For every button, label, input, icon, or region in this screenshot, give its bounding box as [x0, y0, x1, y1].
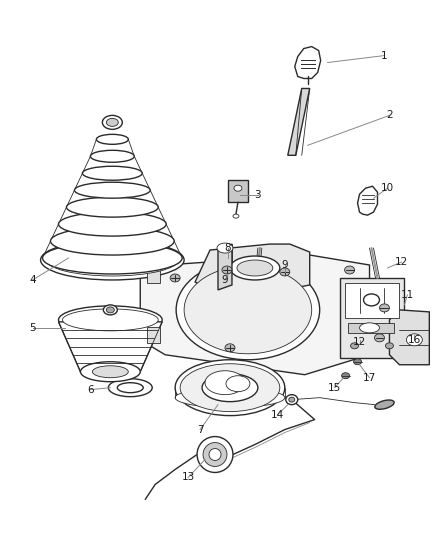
Text: 6: 6 — [87, 385, 94, 394]
Text: 11: 11 — [401, 290, 414, 300]
Text: 15: 15 — [328, 383, 341, 393]
Ellipse shape — [117, 383, 143, 393]
Ellipse shape — [108, 379, 152, 397]
Ellipse shape — [364, 294, 379, 306]
Ellipse shape — [406, 334, 422, 346]
Ellipse shape — [74, 182, 150, 198]
Polygon shape — [345, 283, 399, 318]
Polygon shape — [147, 267, 160, 283]
Polygon shape — [218, 244, 232, 290]
Text: 8: 8 — [225, 243, 231, 253]
Ellipse shape — [286, 394, 298, 405]
Ellipse shape — [385, 343, 393, 349]
Text: 7: 7 — [197, 425, 203, 434]
Ellipse shape — [59, 212, 166, 236]
Ellipse shape — [217, 243, 233, 253]
Polygon shape — [339, 278, 404, 358]
Ellipse shape — [82, 166, 142, 180]
Ellipse shape — [374, 334, 385, 342]
Ellipse shape — [180, 364, 280, 411]
Text: 4: 4 — [29, 275, 36, 285]
Ellipse shape — [203, 442, 227, 466]
Ellipse shape — [197, 437, 233, 472]
Text: 5: 5 — [29, 323, 36, 333]
Polygon shape — [348, 323, 395, 333]
Ellipse shape — [360, 323, 379, 333]
Ellipse shape — [53, 248, 172, 272]
Ellipse shape — [237, 260, 273, 276]
Polygon shape — [228, 180, 248, 202]
Ellipse shape — [209, 449, 221, 461]
Polygon shape — [357, 186, 378, 215]
Ellipse shape — [103, 305, 117, 315]
Text: 3: 3 — [254, 190, 261, 200]
Ellipse shape — [67, 197, 158, 217]
Ellipse shape — [280, 268, 290, 276]
Text: 9: 9 — [222, 275, 228, 285]
Polygon shape — [288, 88, 310, 155]
Ellipse shape — [106, 118, 118, 126]
Ellipse shape — [92, 366, 128, 378]
Ellipse shape — [202, 374, 258, 402]
Ellipse shape — [42, 242, 182, 274]
Ellipse shape — [345, 266, 355, 274]
Ellipse shape — [233, 214, 239, 218]
Text: 13: 13 — [181, 472, 195, 482]
Polygon shape — [295, 46, 321, 78]
Ellipse shape — [342, 373, 350, 379]
Ellipse shape — [175, 360, 285, 416]
Polygon shape — [195, 244, 310, 290]
Ellipse shape — [230, 256, 280, 280]
Ellipse shape — [46, 244, 178, 276]
Ellipse shape — [353, 359, 361, 365]
Text: 12: 12 — [395, 257, 408, 267]
Ellipse shape — [59, 306, 162, 334]
Polygon shape — [147, 327, 160, 343]
Ellipse shape — [102, 116, 122, 130]
Ellipse shape — [234, 185, 242, 191]
Ellipse shape — [184, 266, 312, 354]
Ellipse shape — [175, 387, 285, 408]
Text: 1: 1 — [381, 51, 388, 61]
Text: 17: 17 — [363, 373, 376, 383]
Text: 10: 10 — [381, 183, 394, 193]
Ellipse shape — [350, 343, 359, 349]
Ellipse shape — [63, 309, 158, 331]
Ellipse shape — [226, 376, 250, 392]
Polygon shape — [59, 322, 162, 372]
Ellipse shape — [90, 150, 134, 162]
Ellipse shape — [170, 274, 180, 282]
Ellipse shape — [289, 397, 295, 402]
Ellipse shape — [176, 260, 320, 360]
Ellipse shape — [205, 371, 245, 394]
Ellipse shape — [106, 307, 114, 313]
Ellipse shape — [379, 304, 389, 312]
Ellipse shape — [96, 134, 128, 144]
Polygon shape — [389, 310, 429, 365]
Ellipse shape — [222, 266, 232, 274]
Ellipse shape — [225, 344, 235, 352]
Ellipse shape — [375, 400, 394, 409]
Text: 16: 16 — [408, 335, 421, 345]
Ellipse shape — [41, 240, 184, 280]
Text: 9: 9 — [282, 260, 288, 270]
Ellipse shape — [50, 227, 174, 255]
Ellipse shape — [81, 362, 140, 382]
Polygon shape — [140, 255, 370, 375]
Text: 14: 14 — [271, 410, 284, 419]
Text: 12: 12 — [353, 337, 366, 347]
Text: 2: 2 — [386, 110, 393, 120]
